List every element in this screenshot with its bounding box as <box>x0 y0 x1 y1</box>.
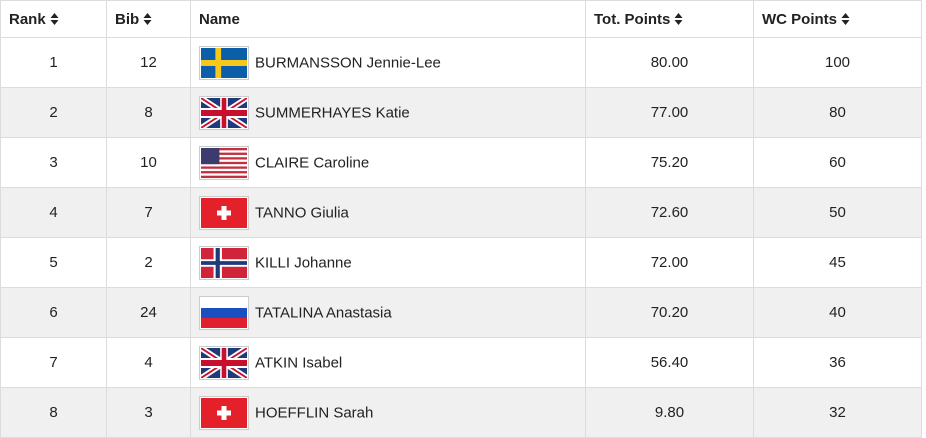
bib: 10 <box>106 137 191 188</box>
tot-points: 72.00 <box>585 237 754 288</box>
bib: 3 <box>106 387 191 438</box>
flag <box>199 145 249 180</box>
header-cell[interactable]: Rank <box>0 0 107 38</box>
flag-image <box>201 248 247 278</box>
tot-points: 9.80 <box>585 387 754 438</box>
flag <box>199 45 249 80</box>
flag-image <box>201 48 247 78</box>
name-cell: TANNO Giulia <box>190 187 586 238</box>
header-text: Bib <box>115 10 140 28</box>
wc-points: 60 <box>753 137 922 188</box>
bib: 4 <box>106 337 191 388</box>
name-cell: CLAIRE Caroline <box>190 137 586 188</box>
header-text: WC Points <box>762 10 837 28</box>
header-cell[interactable]: Tot. Points <box>585 0 754 38</box>
tot-points: 72.60 <box>585 187 754 238</box>
athlete-name: ATKIN Isabel <box>255 354 343 371</box>
sort-icon <box>674 13 683 25</box>
athlete-name: KILLI Johanne <box>255 254 352 271</box>
row: 7 4 ATKIN Isabel 56.40 36 <box>0 337 922 388</box>
bib: 8 <box>106 87 191 138</box>
row: 1 12 BURMANSSON Jennie-Lee 80.00 100 <box>0 37 922 88</box>
athlete-name: SUMMERHAYES Katie <box>255 104 410 121</box>
flag-image <box>201 148 247 178</box>
rank: 1 <box>0 37 107 88</box>
rank: 8 <box>0 387 107 438</box>
row: 4 7 TANNO Giulia 72.60 50 <box>0 187 922 238</box>
rank: 7 <box>0 337 107 388</box>
header-text: Name <box>199 10 240 28</box>
tot-points: 75.20 <box>585 137 754 188</box>
header-row: Rank Bib Name Tot. Points WC Points <box>0 0 922 38</box>
athlete-name: HOEFFLIN Sarah <box>255 404 374 421</box>
flag <box>199 195 249 230</box>
flag-image <box>201 398 247 428</box>
athlete-name: BURMANSSON Jennie-Lee <box>255 54 441 71</box>
wc-points: 45 <box>753 237 922 288</box>
bib: 7 <box>106 187 191 238</box>
rank: 5 <box>0 237 107 288</box>
bib: 24 <box>106 287 191 338</box>
tot-points: 80.00 <box>585 37 754 88</box>
flag <box>199 95 249 130</box>
athlete-name: CLAIRE Caroline <box>255 154 370 171</box>
rank: 4 <box>0 187 107 238</box>
bib: 2 <box>106 237 191 288</box>
flag-image <box>201 98 247 128</box>
flag <box>199 345 249 380</box>
flag <box>199 395 249 430</box>
name-cell: HOEFFLIN Sarah <box>190 387 586 438</box>
flag-image <box>201 298 247 328</box>
name-cell: SUMMERHAYES Katie <box>190 87 586 138</box>
wc-points: 40 <box>753 287 922 338</box>
wc-points: 100 <box>753 37 922 88</box>
tot-points: 70.20 <box>585 287 754 338</box>
name-cell: KILLI Johanne <box>190 237 586 288</box>
rank: 6 <box>0 287 107 338</box>
flag <box>199 245 249 280</box>
athlete-name: TATALINA Anastasia <box>255 304 392 321</box>
header-cell: Name <box>190 0 586 38</box>
row: 8 3 HOEFFLIN Sarah 9.80 32 <box>0 387 922 438</box>
header-text: Tot. Points <box>594 10 671 28</box>
flag-image <box>201 348 247 378</box>
row: 3 10 CLAIRE Caroline 75.20 60 <box>0 137 922 188</box>
athlete-name: TANNO Giulia <box>255 204 349 221</box>
header-text: Rank <box>9 10 46 28</box>
row: 2 8 SUMMERHAYES Katie 77.00 80 <box>0 87 922 138</box>
rank: 3 <box>0 137 107 188</box>
tot-points: 56.40 <box>585 337 754 388</box>
wc-points: 80 <box>753 87 922 138</box>
sort-icon <box>841 13 850 25</box>
bib: 12 <box>106 37 191 88</box>
header-cell[interactable]: WC Points <box>753 0 922 38</box>
row: 6 24 TATALINA Anastasia 70.20 40 <box>0 287 922 338</box>
flag-image <box>201 198 247 228</box>
tot-points: 77.00 <box>585 87 754 138</box>
name-cell: BURMANSSON Jennie-Lee <box>190 37 586 88</box>
name-cell: ATKIN Isabel <box>190 337 586 388</box>
row: 5 2 KILLI Johanne 72.00 45 <box>0 237 922 288</box>
sort-icon <box>143 13 152 25</box>
wc-points: 32 <box>753 387 922 438</box>
wc-points: 50 <box>753 187 922 238</box>
wc-points: 36 <box>753 337 922 388</box>
header-cell[interactable]: Bib <box>106 0 191 38</box>
sort-icon <box>50 13 59 25</box>
rank: 2 <box>0 87 107 138</box>
flag <box>199 295 249 330</box>
name-cell: TATALINA Anastasia <box>190 287 586 338</box>
